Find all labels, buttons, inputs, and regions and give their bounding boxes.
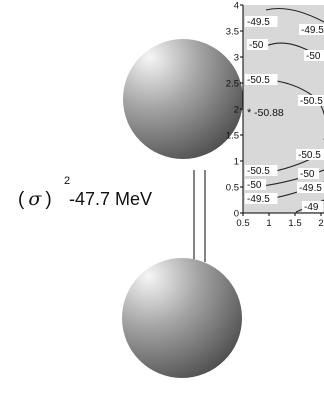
contour-label-box bbox=[297, 182, 324, 193]
contour-label-box bbox=[298, 95, 324, 106]
contour-label: -50.5 bbox=[247, 166, 270, 177]
contour-label: -50 bbox=[249, 40, 264, 51]
contour-label: -49.5 bbox=[247, 194, 270, 205]
contour-label: -50.5 bbox=[298, 150, 321, 161]
y-tick-label: 1 bbox=[234, 157, 239, 168]
y-tick-label: 3.5 bbox=[226, 27, 239, 38]
x-tick-label: 2 bbox=[318, 218, 323, 229]
state-label-open: ( bbox=[18, 189, 25, 210]
y-tick-label: 4 bbox=[234, 1, 239, 12]
x-tick-label: 1.5 bbox=[288, 218, 301, 229]
contour-label-box bbox=[299, 24, 324, 35]
svg-text:(σ): (σ) bbox=[18, 188, 52, 210]
y-tick-label: 0.5 bbox=[226, 183, 239, 194]
minimum-marker: * bbox=[247, 107, 252, 119]
contour-label-box bbox=[245, 193, 278, 204]
contour-label-box bbox=[302, 201, 324, 212]
contour-label: -50 bbox=[300, 169, 315, 180]
state-exponent: 2 bbox=[64, 175, 70, 187]
contour-label-box bbox=[245, 165, 278, 176]
contour-label: -49.5 bbox=[299, 183, 322, 194]
x-tick-label: 1 bbox=[266, 218, 271, 229]
contour-labels: -49.5 -49.5 -50 -50 -50.5 -50.5 -50.5 -50.5 -50 -… bbox=[245, 16, 324, 213]
contour-label: -50.5 bbox=[247, 75, 270, 86]
contour-label: -49 bbox=[304, 202, 319, 213]
contour-inset: 00.511.522.533.54 0.5 1 1.5 2 -49.5-49.5-50… bbox=[226, 1, 324, 229]
state-label-sigma: σ bbox=[28, 188, 42, 210]
contour-label-box bbox=[296, 149, 324, 160]
contour-label: -50 bbox=[247, 180, 262, 191]
contour-label: -49.5 bbox=[301, 25, 324, 36]
y-tick-label: 0 bbox=[234, 209, 239, 220]
contour-label-box bbox=[245, 179, 267, 190]
x-tick-label: 0.5 bbox=[236, 218, 249, 229]
y-tick-label: 3 bbox=[234, 53, 239, 64]
contour-line bbox=[265, 7, 324, 23]
y-axis-ticks: 0 0.5 1 1.5 2 2.5 3 3.5 4 bbox=[226, 1, 243, 220]
contour-label: -49.5 bbox=[247, 17, 270, 28]
contour-label: -50.5 bbox=[300, 96, 323, 107]
minimum-value: -50.88 bbox=[254, 107, 284, 119]
contour-label-box bbox=[247, 39, 269, 50]
state-label-close: ) bbox=[45, 189, 51, 210]
y-tick-label: 2.5 bbox=[226, 79, 239, 90]
flux-tube bbox=[193, 170, 206, 262]
y-tick-label: 2 bbox=[234, 105, 239, 116]
contour-label: -50 bbox=[306, 51, 321, 62]
contour-label-box bbox=[245, 16, 278, 27]
upper-sphere bbox=[123, 39, 243, 159]
lower-sphere bbox=[122, 258, 242, 378]
contour-label-box bbox=[245, 74, 278, 85]
contour-label-box bbox=[304, 50, 324, 61]
x-axis-ticks: 0.5 1 1.5 2 bbox=[236, 213, 324, 229]
energy-label: -47.7 MeV bbox=[69, 189, 152, 209]
y-tick-label: 1.5 bbox=[226, 131, 239, 142]
state-label: (σ) 2 -47.7 MeV bbox=[18, 175, 152, 210]
contour-label-box bbox=[298, 168, 320, 179]
